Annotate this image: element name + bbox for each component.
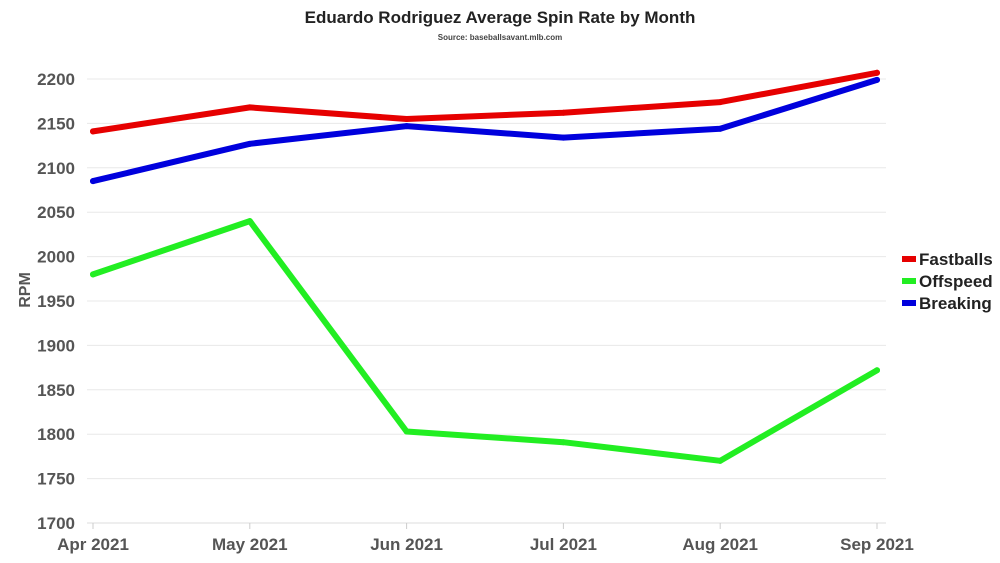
- legend-label-offspeed: Offspeed: [919, 272, 993, 291]
- y-tick-label: 1900: [37, 336, 75, 355]
- data-point-offspeed: [403, 428, 410, 435]
- chart-subtitle: Source: baseballsavant.mlb.com: [438, 33, 563, 42]
- y-tick-label: 1850: [37, 381, 75, 400]
- data-point-fastballs: [90, 128, 96, 135]
- y-tick-label: 2050: [37, 203, 75, 222]
- data-point-breaking: [874, 76, 880, 83]
- y-tick-label: 1750: [37, 470, 75, 489]
- y-tick-label: 1700: [37, 514, 75, 533]
- legend-swatch-fastballs: [902, 256, 916, 262]
- y-axis-ticks: 1700 1750 1800 1850 1900 1950 2000 2050 2100 2150…: [37, 70, 75, 533]
- data-point-fastballs: [403, 115, 410, 122]
- series-line-breaking: [90, 76, 880, 185]
- data-point-breaking: [717, 125, 724, 132]
- y-tick-label: 1950: [37, 292, 75, 311]
- legend-label-fastballs: Fastballs: [919, 250, 993, 269]
- data-point-breaking: [90, 178, 96, 185]
- data-point-fastballs: [246, 104, 253, 111]
- x-tick-label: Jun 2021: [370, 535, 443, 554]
- y-tick-label: 2150: [37, 114, 75, 133]
- x-tick-label: Sep 2021: [840, 535, 914, 554]
- legend: Fastballs Offspeed Breaking: [902, 250, 993, 313]
- data-point-breaking: [246, 140, 253, 147]
- legend-swatch-breaking: [902, 300, 916, 306]
- x-tick-label: Aug 2021: [682, 535, 758, 554]
- y-tick-label: 2100: [37, 159, 75, 178]
- y-tick-label: 2000: [37, 248, 75, 267]
- data-point-fastballs: [874, 69, 880, 76]
- data-point-offspeed: [90, 271, 96, 278]
- data-point-breaking: [403, 123, 410, 130]
- data-point-offspeed: [717, 457, 724, 464]
- y-tick-label: 2200: [37, 70, 75, 89]
- x-tick-label: Apr 2021: [57, 535, 129, 554]
- chart-title: Eduardo Rodriguez Average Spin Rate by M…: [305, 8, 696, 27]
- x-axis-ticks: Apr 2021 May 2021 Jun 2021 Jul 2021 Aug 2021…: [57, 523, 914, 554]
- data-point-fastballs: [717, 99, 724, 106]
- data-point-breaking: [560, 134, 567, 141]
- x-tick-label: Jul 2021: [530, 535, 597, 554]
- series-lines: [90, 69, 880, 464]
- legend-label-breaking: Breaking: [919, 294, 992, 313]
- data-point-offspeed: [560, 439, 567, 446]
- x-tick-label: May 2021: [212, 535, 288, 554]
- legend-swatch-offspeed: [902, 278, 916, 284]
- y-tick-label: 1800: [37, 425, 75, 444]
- data-point-fastballs: [560, 109, 567, 116]
- data-point-offspeed: [874, 367, 880, 374]
- series-line-fastballs: [90, 69, 880, 135]
- gridlines: [87, 78, 886, 524]
- data-point-offspeed: [246, 218, 253, 225]
- y-axis-label: RPM: [17, 272, 34, 308]
- series-line-offspeed: [90, 218, 880, 464]
